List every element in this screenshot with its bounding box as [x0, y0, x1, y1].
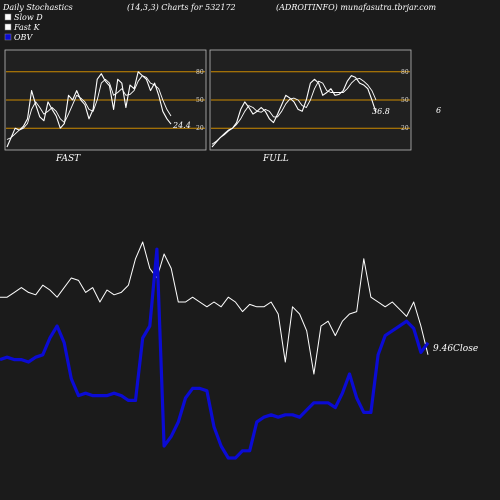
full-panel-title: FULL [262, 154, 289, 164]
fast-y-tick-label: 50 [196, 97, 204, 104]
full-last-value-label: 36.8 [372, 107, 390, 116]
fast-y-ticks: 80 50 20 [196, 69, 204, 132]
fast-series [6, 71, 172, 148]
fast-level-lines [6, 71, 205, 129]
fast-stochastic-panel: 80 50 20 24.4 [4, 49, 207, 151]
price-obv-panel [0, 241, 430, 460]
full-y-tick-label: 20 [401, 125, 409, 132]
legend-label-obv: OBV [14, 33, 33, 42]
header-title-mid: (14,3,3) Charts for 532172 [127, 3, 236, 12]
full-y-tick-label: 80 [401, 69, 409, 76]
full-y-tick-label: 50 [401, 97, 409, 104]
fast-panel-title: FAST [55, 154, 81, 164]
legend-swatch-fast-k [4, 23, 12, 31]
close-price-series-line [0, 241, 429, 375]
legend-label-fast-k: Fast K [13, 23, 41, 32]
price-obv-series [0, 241, 430, 460]
full-series-fast-k-line [211, 75, 377, 148]
full-series-slow-d-line [211, 77, 377, 145]
legend-swatch-slow-d [4, 13, 12, 21]
fast-last-value-label: 24.4 [172, 121, 191, 130]
full-stochastic-panel: 80 50 20 36.8 [209, 49, 412, 151]
header-title-left: Daily Stochastics [2, 3, 73, 12]
fast-series-slow-d-line [6, 75, 172, 140]
close-value-label: 9.46Close [433, 344, 478, 354]
fast-series-fast-k-line [6, 71, 172, 148]
header-title-right: (ADROITINFO) munafasutra.tbrjar.com [276, 3, 437, 12]
fast-y-tick-label: 80 [196, 69, 204, 76]
obv-series-line [0, 247, 430, 460]
full-y-ticks: 80 50 20 [401, 69, 409, 132]
fast-y-tick-label: 20 [196, 125, 204, 132]
legend-label-slow-d: Slow D [14, 13, 43, 22]
full-series [211, 75, 377, 148]
legend-swatch-obv [4, 33, 12, 41]
panel-edge-mark: 6 [436, 106, 441, 115]
